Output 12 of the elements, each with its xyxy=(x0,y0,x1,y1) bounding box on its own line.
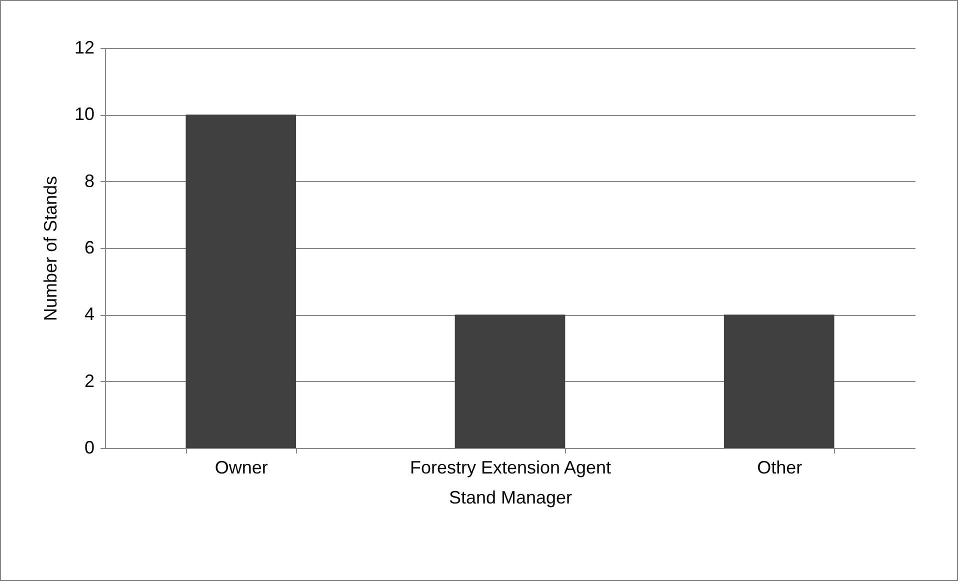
y-tick-label: 8 xyxy=(84,170,94,191)
x-tick-label: Owner xyxy=(214,458,268,478)
x-tick-label: Forestry Extension Agent xyxy=(410,458,612,478)
y-axis-title: Number of Stands xyxy=(40,176,60,322)
y-tick-label: 2 xyxy=(84,370,94,391)
y-tick-label: 10 xyxy=(74,104,94,124)
x-tick-label: Other xyxy=(757,458,802,478)
y-tick-label: 6 xyxy=(84,238,94,258)
y-tick-label: 4 xyxy=(84,304,94,324)
y-tick-label: 0 xyxy=(84,438,94,458)
y-tick-label: 12 xyxy=(74,38,94,58)
x-axis-title: Stand Manager xyxy=(448,488,572,508)
